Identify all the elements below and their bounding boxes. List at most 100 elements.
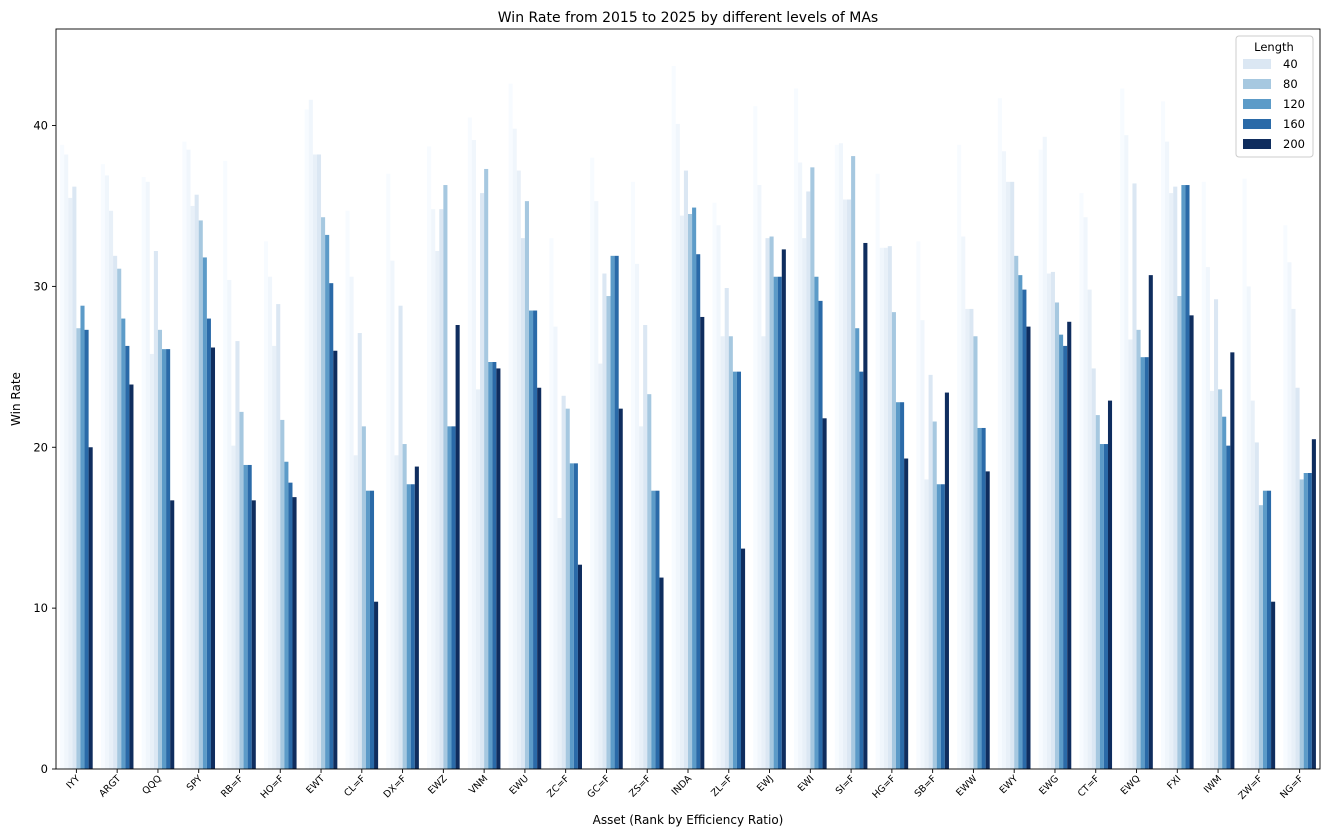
bar-faint-3-iyy: [68, 197, 73, 769]
bar-len-80-hgf: [891, 312, 896, 769]
legend-swatch-120: [1243, 99, 1271, 109]
bar-len-40-fxi: [1173, 186, 1178, 769]
bar-faint-2-hof: [268, 276, 273, 769]
bar-len-40-ewg: [1050, 271, 1055, 769]
bar-faint-2-iwm: [1205, 267, 1210, 769]
bar-faint-1-hgf: [875, 173, 880, 769]
bar-faint-3-gcf: [598, 363, 603, 769]
chart-title: Win Rate from 2015 to 2025 by different …: [498, 10, 878, 26]
bar-len-120-ctf: [1099, 444, 1104, 769]
bar-len-160-ewu: [533, 310, 538, 769]
bar-faint-2-qqq: [145, 181, 150, 769]
bar-faint-3-argt: [109, 210, 114, 769]
legend-label-80: 80: [1283, 77, 1298, 91]
bar-faint-3-ewg: [1046, 273, 1051, 769]
bar-len-160-ngf: [1307, 473, 1312, 769]
bar-len-40-ctf: [1091, 368, 1096, 769]
bar-faint-1-fxi: [1160, 101, 1166, 769]
bar-len-160-sbf: [940, 484, 945, 769]
bar-faint-1-eww: [957, 144, 962, 769]
y-axis-label: Win Rate: [9, 372, 23, 426]
x-axis-label: Asset (Rank by Efficiency Ratio): [593, 813, 784, 827]
bar-len-120-qqq: [162, 349, 167, 769]
legend-swatch-160: [1243, 119, 1271, 129]
y-tick-label: 10: [33, 601, 48, 615]
x-tick-label: INDA: [670, 773, 695, 798]
bar-len-80-rbf: [239, 411, 244, 769]
bar-faint-2-fxi: [1165, 141, 1170, 770]
x-tick-label: EWZ: [426, 773, 450, 797]
bar-len-40-dxf: [398, 305, 403, 769]
bar-faint-2-zsf: [634, 263, 640, 769]
bar-len-120-zwf: [1262, 490, 1267, 769]
bar-len-40-ewz: [439, 209, 444, 770]
bar-faint-1-ewg: [1038, 149, 1043, 769]
bar-len-200-zsf: [659, 577, 664, 769]
bar-len-160-ewi: [818, 300, 823, 769]
bar-len-200-rbf: [251, 500, 256, 769]
bar-len-160-ctf: [1103, 444, 1108, 769]
x-tick-label: ZS=F: [627, 773, 653, 799]
bar-len-120-ewi: [814, 276, 819, 769]
bar-faint-1-iwm: [1201, 181, 1206, 769]
bar-len-200-ewu: [537, 387, 542, 769]
bar-len-200-zwf: [1271, 601, 1276, 769]
bar-len-120-zlf: [732, 371, 737, 769]
bar-len-80-eww: [973, 336, 978, 769]
bar-len-200-zlf: [741, 548, 746, 769]
bar-faint-1-zsf: [630, 181, 635, 769]
bar-len-80-zlf: [728, 336, 733, 769]
x-tick-label: CT=F: [1076, 773, 1102, 799]
bar-len-120-ewj: [773, 276, 778, 769]
bar-faint-3-iwm: [1209, 390, 1214, 769]
bar-faint-3-rbf: [231, 445, 236, 769]
bar-len-40-ewt: [316, 154, 322, 770]
bar-len-200-clf: [374, 601, 379, 769]
bar-len-160-zlf: [736, 371, 742, 769]
bar-len-80-qqq: [157, 329, 163, 769]
bar-len-80-ewj: [769, 236, 774, 769]
bar-len-200-iyy: [88, 447, 93, 769]
bar-len-80-ewy: [1014, 255, 1019, 769]
bar-len-200-ngf: [1311, 439, 1316, 769]
bar-faint-2-zlf: [716, 225, 721, 769]
bar-faint-2-ewt: [308, 99, 313, 769]
bar-len-120-vnm: [488, 362, 493, 769]
bar-len-40-ewj: [765, 238, 770, 769]
x-tick-label: EWT: [304, 773, 327, 796]
bar-faint-2-rbf: [227, 279, 232, 769]
y-axis: 0 10 20 30 40: [33, 119, 56, 776]
bar-faint-2-ngf: [1287, 262, 1292, 769]
bar-len-40-zsf: [643, 325, 648, 769]
bar-len-120-argt: [121, 318, 126, 769]
bar-len-40-eww: [969, 308, 974, 769]
bar-faint-1-ewt: [304, 109, 309, 770]
bar-len-160-ewq: [1144, 357, 1149, 769]
bar-len-40-ewy: [1010, 181, 1015, 769]
bar-faint-1-ewi: [794, 88, 799, 769]
bar-len-120-ngf: [1303, 473, 1308, 769]
x-tick-label: FXI: [1165, 773, 1183, 791]
bar-faint-3-zlf: [720, 336, 725, 769]
x-tick-label: EWU: [507, 773, 531, 797]
bar-faint-2-hgf: [879, 247, 884, 769]
bar-faint-3-fxi: [1169, 193, 1174, 770]
bar-len-200-zcf: [577, 564, 582, 769]
bar-len-160-ewg: [1063, 345, 1068, 769]
bar-len-80-ewt: [321, 217, 326, 770]
bar-faint-3-inda: [679, 215, 684, 770]
bar-faint-2-ewy: [1001, 151, 1007, 769]
bar-faint-3-ewz: [435, 251, 440, 769]
bar-len-160-fxi: [1185, 185, 1190, 770]
bar-len-40-zlf: [724, 288, 729, 769]
bar-faint-2-ewg: [1042, 136, 1047, 769]
bar-faint-1-ewj: [753, 106, 758, 770]
bar-len-80-ngf: [1299, 479, 1304, 769]
bar-len-120-clf: [365, 490, 370, 769]
bar-len-120-inda: [692, 207, 697, 769]
bar-faint-3-vnm: [475, 389, 481, 769]
bar-len-160-hof: [288, 482, 293, 769]
x-tick-label: IWM: [1202, 773, 1224, 795]
bar-faint-1-ewu: [508, 83, 513, 769]
bar-len-40-spy: [194, 194, 199, 769]
